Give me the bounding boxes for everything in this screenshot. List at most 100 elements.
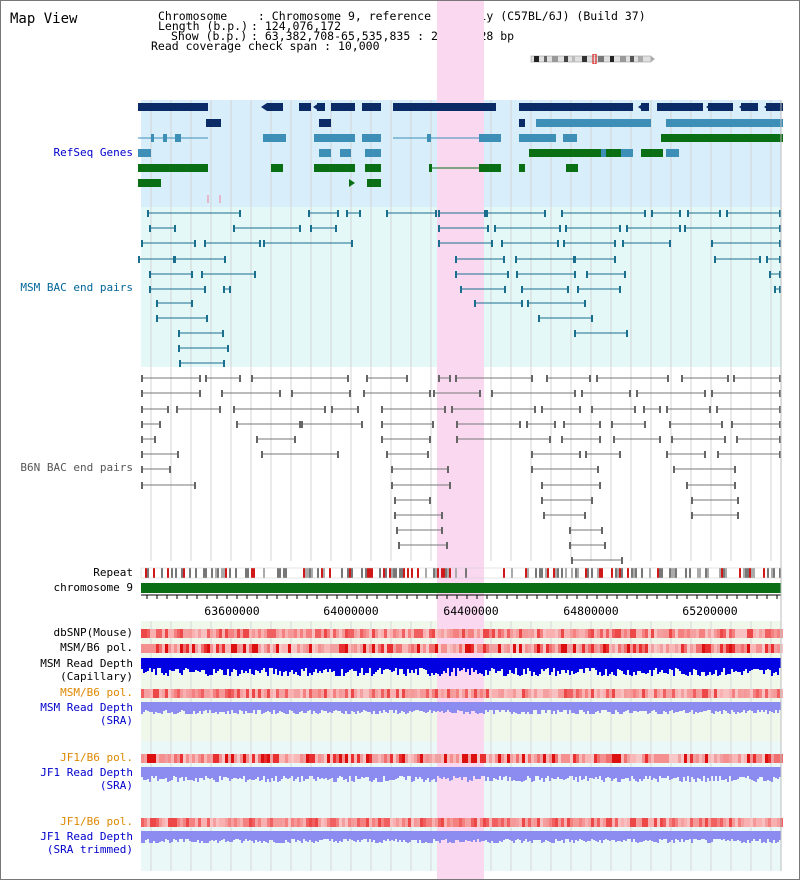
heat-cell [696,629,699,638]
repeat-block [253,568,255,578]
track-label-msm-bac[interactable]: MSM BAC end pairs [20,281,133,294]
heat-cell [618,629,621,638]
depth-bar [431,658,433,673]
depth-bar [721,658,723,672]
track-label-repeat[interactable]: Repeat [93,566,133,579]
heat-cell [381,689,384,698]
depth-bar [273,702,275,710]
depth-bar [249,831,251,840]
heat-cell [690,754,693,763]
chromosome-ideogram[interactable] [530,54,656,64]
track-label-b6n-bac[interactable]: B6N BAC end pairs [20,461,133,474]
heat-cell [177,689,180,698]
depth-bar [653,702,655,710]
depth-bar [501,767,503,780]
depth-bar [415,658,417,669]
depth-bar [313,658,315,672]
heat-cell [210,629,213,638]
heat-cell [255,818,258,827]
depth-bar [661,767,663,778]
repeat-block [575,568,577,578]
depth-bar [331,702,333,713]
heat-cell [474,644,477,653]
depth-bar [153,702,155,714]
depth-bar [237,702,239,714]
depth-bar [599,767,601,776]
track-label-jf1-depth-trimmed[interactable]: JF1 Read Depth [40,830,133,843]
bac-end [204,286,206,293]
depth-bar [585,702,587,714]
heat-cell [336,754,339,763]
heat-cell [504,754,507,763]
heat-cell [396,754,399,763]
depth-bar [217,767,219,782]
depth-bar [687,767,689,776]
heat-cell [519,629,522,638]
depth-bar [417,702,419,710]
depth-bar [181,767,183,777]
track-label-jf1-b6-pol-2[interactable]: JF1/B6 pol. [60,815,133,828]
track-label-jf1-b6-pol[interactable]: JF1/B6 pol. [60,751,133,764]
depth-bar [621,702,623,714]
depth-bar [731,831,733,839]
depth-bar [175,831,177,840]
heat-cell [414,689,417,698]
depth-bar [143,767,145,780]
heat-cell [162,754,165,763]
heat-cell [669,754,672,763]
heat-cell [294,629,297,638]
heat-cell [279,754,282,763]
heat-cell [189,754,192,763]
heat-cell [507,818,510,827]
coverage-label: Read coverage check span [151,39,318,53]
depth-bar [675,702,677,712]
bac-end [254,271,256,278]
heat-cell [462,689,465,698]
heat-cell [573,818,576,827]
depth-bar [363,767,365,778]
heat-cell [558,754,561,763]
heat-cell [591,689,594,698]
track-label-msm-b6-pol[interactable]: MSM/B6 pol. [60,641,133,654]
depth-bar [309,767,311,776]
heat-cell [759,818,762,827]
depth-bar [385,658,387,669]
depth-bar [243,658,245,673]
depth-bar [319,767,321,779]
track-label-jf1-depth-sra[interactable]: JF1 Read Depth [40,766,133,779]
track-label-msm-depth-capillary[interactable]: MSM Read Depth [40,657,133,670]
heat-cell [720,818,723,827]
track-label-msm-depth-sra[interactable]: MSM Read Depth [40,701,133,714]
depth-bar [699,767,701,779]
depth-bar [761,831,763,843]
heat-cell [531,818,534,827]
heat-cell [402,754,405,763]
depth-bar [155,831,157,843]
track-label-refseq[interactable]: RefSeq Genes [53,146,133,159]
depth-bar [253,702,255,710]
heat-cell [306,629,309,638]
heat-cell [723,818,726,827]
depth-bar [193,702,195,711]
heat-cell [384,754,387,763]
track-label-dbsnp[interactable]: dbSNP(Mouse) [53,626,133,639]
depth-bar [671,831,673,840]
heat-cell [600,754,603,763]
heat-cell [207,644,210,653]
bac-end [684,225,686,232]
heat-cell [687,754,690,763]
heat-cell [588,644,591,653]
heat-cell [711,818,714,827]
heat-cell [492,644,495,653]
heat-cell [429,818,432,827]
heat-cell [621,644,624,653]
depth-bar [289,767,291,778]
depth-bar [397,702,399,714]
track-label-msm-b6-pol-2[interactable]: MSM/B6 pol. [60,686,133,699]
heat-cell [498,818,501,827]
bac-end [565,225,567,232]
depth-bar [169,767,171,781]
depth-bar [287,831,289,842]
depth-bar [357,831,359,840]
